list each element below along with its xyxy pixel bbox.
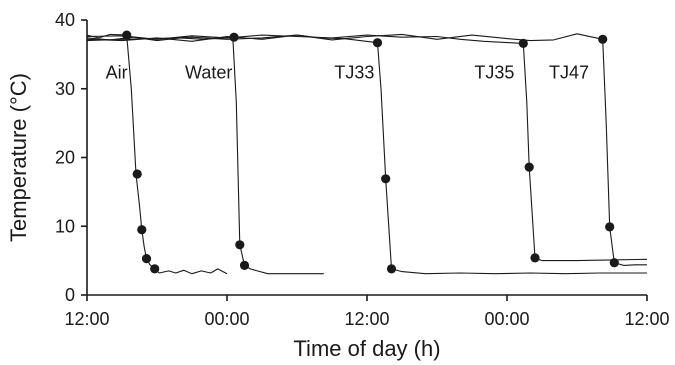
x-tick-label: 12:00: [344, 309, 389, 329]
data-point-air: [132, 169, 142, 179]
data-point-water: [235, 240, 245, 250]
y-tick-label: 40: [55, 10, 75, 30]
axes: 12:00 00:00 12:00 00:00 12:00 0 10 20 30 40: [55, 10, 670, 329]
data-point-tj35: [524, 162, 534, 172]
series-label-air: Air: [106, 62, 128, 82]
y-axis-ticks: 0 10 20 30 40: [55, 10, 87, 305]
y-tick-label: 30: [55, 79, 75, 99]
data-point-tj47: [605, 222, 615, 232]
data-point-air: [137, 225, 147, 235]
x-tick-label: 00:00: [204, 309, 249, 329]
series-line-air: [86, 33, 228, 275]
series-label-water: Water: [185, 62, 232, 82]
data-point-tj33: [372, 38, 383, 48]
series-line-tj35: [86, 34, 648, 262]
data-point-tj35: [518, 38, 528, 49]
data-point-air: [150, 264, 160, 274]
y-tick-label: 10: [55, 216, 75, 236]
data-point-tj47: [609, 258, 619, 268]
y-axis-title: Temperature (°C): [6, 73, 31, 242]
series-labels: Air Water TJ33 TJ35 TJ47: [106, 62, 589, 82]
series-traces: [86, 33, 648, 275]
data-point-air: [141, 254, 152, 264]
data-point-water: [229, 32, 239, 42]
y-tick-label: 20: [55, 148, 75, 168]
data-point-tj35: [530, 253, 540, 263]
series-line-tj33: [86, 34, 647, 275]
series-markers: [122, 30, 619, 274]
x-axis-ticks: 12:00 00:00 12:00 00:00 12:00: [64, 295, 670, 329]
data-point-tj33: [381, 174, 391, 184]
data-point-air: [122, 30, 132, 40]
data-point-tj47: [598, 34, 608, 44]
series-label-tj47: TJ47: [549, 62, 589, 82]
series-label-tj33: TJ33: [334, 62, 374, 82]
series-line-tj47: [86, 33, 647, 266]
x-tick-label: 00:00: [484, 309, 529, 329]
data-point-water: [239, 260, 250, 270]
y-tick-label: 0: [65, 285, 75, 305]
x-tick-label: 12:00: [64, 309, 109, 329]
series-label-tj35: TJ35: [474, 62, 514, 82]
data-point-tj33: [386, 264, 397, 274]
x-axis-title: Time of day (h): [293, 336, 440, 361]
x-tick-label: 12:00: [624, 309, 669, 329]
